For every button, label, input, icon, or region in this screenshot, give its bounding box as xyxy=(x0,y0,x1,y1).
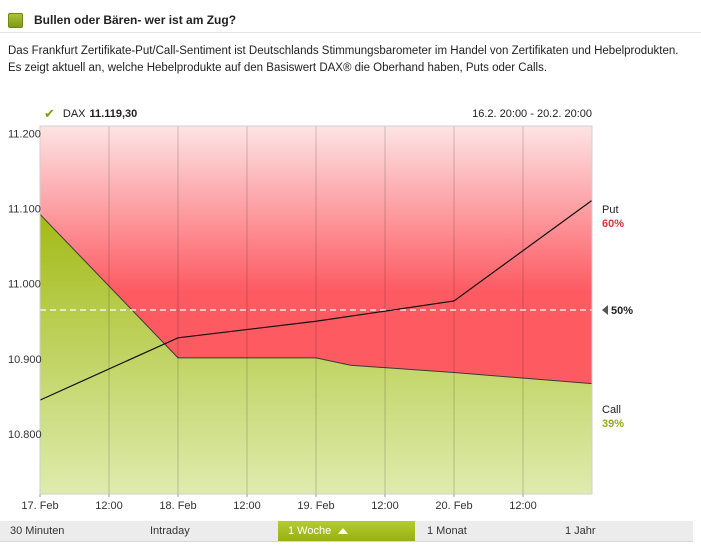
legend[interactable]: ✔ DAX 11.119,30 xyxy=(44,107,137,120)
tab-1-jahr[interactable]: 1 Jahr xyxy=(565,525,596,537)
checkmark-icon[interactable]: ✔ xyxy=(44,106,55,121)
header-divider xyxy=(0,32,701,33)
sentiment-chart: 11.200 11.100 11.000 10.900 10.800 17. Feb 12:… xyxy=(8,125,633,512)
x-tick-label: 12:00 xyxy=(371,500,399,512)
date-range: 16.2. 20:00 - 20.2. 20:00 xyxy=(472,108,592,120)
x-tick-label: 20. Feb xyxy=(435,500,472,512)
put-value: 60% xyxy=(602,218,624,230)
x-tick-label: 12:00 xyxy=(95,500,123,512)
tab-intraday[interactable]: Intraday xyxy=(150,525,190,537)
legend-name: DAX xyxy=(62,107,86,120)
tab-30-minuten[interactable]: 30 Minuten xyxy=(10,525,65,537)
page-title: Bullen oder Bären- wer ist am Zug? xyxy=(34,13,237,27)
triangle-left-icon xyxy=(602,305,608,315)
x-tick-label: 12:00 xyxy=(509,500,537,512)
x-tick-label: 17. Feb xyxy=(21,500,58,512)
reference-label: 50% xyxy=(611,305,633,317)
y-tick-label: 10.900 xyxy=(8,354,42,366)
put-label: Put xyxy=(602,204,619,216)
x-tick-label: 12:00 xyxy=(233,500,261,512)
tab-1-woche[interactable]: 1 Woche xyxy=(278,521,415,541)
green-square-icon xyxy=(8,12,23,28)
call-value: 39% xyxy=(602,418,624,430)
y-tick-label: 11.200 xyxy=(8,129,41,141)
description: Das Frankfurt Zertifikate-Put/Call-Senti… xyxy=(8,45,679,74)
period-tabs: 30 Minuten Intraday 1 Woche 1 Monat 1 Ja… xyxy=(0,521,693,542)
x-tick-label: 18. Feb xyxy=(159,500,196,512)
x-tick-label: 19. Feb xyxy=(297,500,334,512)
y-tick-label: 11.100 xyxy=(8,204,41,216)
y-tick-label: 10.800 xyxy=(8,429,42,441)
legend-value: 11.119,30 xyxy=(89,107,138,120)
y-tick-label: 11.000 xyxy=(8,279,41,291)
header: Bullen oder Bären- wer ist am Zug? xyxy=(8,11,236,29)
call-label: Call xyxy=(602,404,621,416)
call-area xyxy=(40,214,592,494)
tab-1-monat[interactable]: 1 Monat xyxy=(427,525,467,537)
call-boundary-line xyxy=(39,213,593,385)
dax-line xyxy=(39,199,593,401)
